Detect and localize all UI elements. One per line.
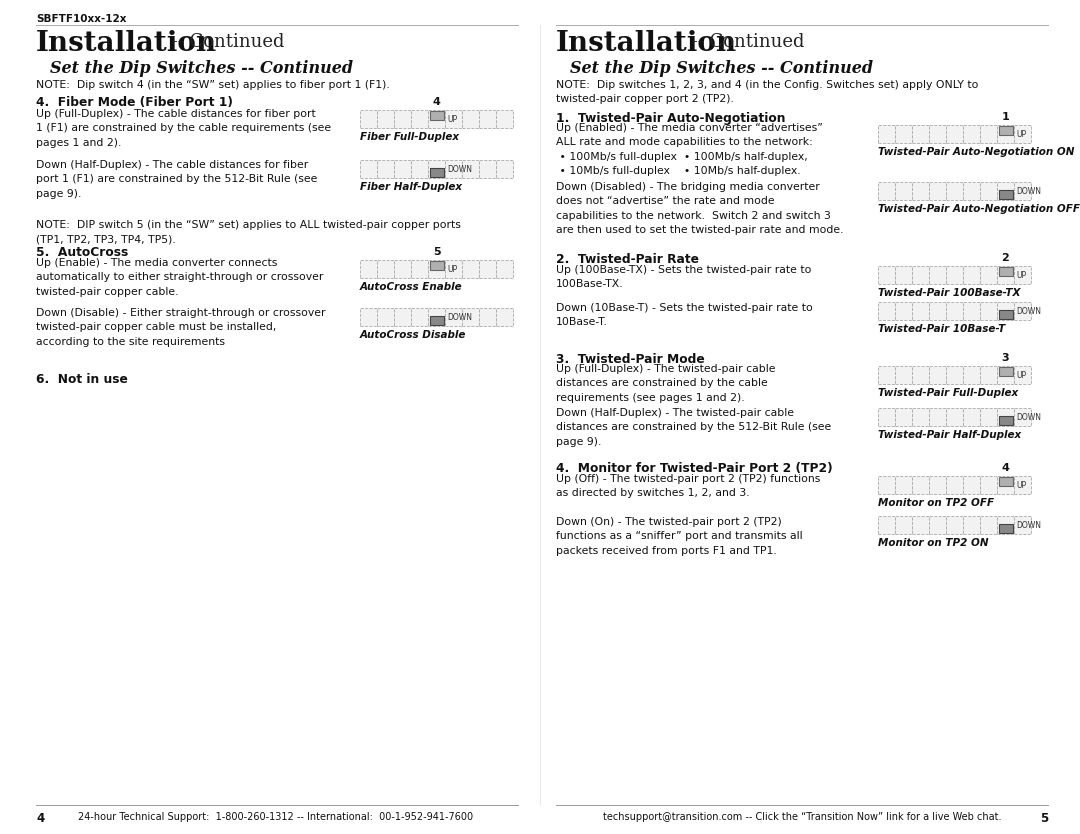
Bar	[999, 126, 1013, 135]
Bar	[878, 266, 895, 284]
Text: Twisted-Pair Half-Duplex: Twisted-Pair Half-Duplex	[878, 430, 1022, 440]
Bar	[929, 366, 946, 384]
Text: Set the Dip Switches -- Continued: Set the Dip Switches -- Continued	[50, 60, 353, 77]
Bar	[963, 516, 980, 534]
Text: 1: 1	[1001, 112, 1010, 122]
Bar	[946, 516, 963, 534]
Bar	[360, 110, 377, 128]
Text: 2.  Twisted-Pair Rate: 2. Twisted-Pair Rate	[556, 253, 699, 266]
Text: 3: 3	[1001, 353, 1010, 363]
Bar	[496, 260, 513, 278]
Bar	[462, 260, 480, 278]
Bar	[496, 160, 513, 178]
Bar	[462, 160, 480, 178]
Bar	[394, 308, 411, 326]
Bar	[895, 266, 912, 284]
Bar	[963, 476, 980, 494]
Text: Fiber Half-Duplex: Fiber Half-Duplex	[360, 182, 462, 192]
Bar	[377, 308, 394, 326]
Text: -- Continued: -- Continued	[166, 33, 284, 51]
Text: techsupport@transition.com -- Click the “Transition Now” link for a live Web cha: techsupport@transition.com -- Click the …	[603, 812, 1001, 822]
Text: Down (On) - The twisted-pair port 2 (TP2)
functions as a “sniffer” port and tran: Down (On) - The twisted-pair port 2 (TP2…	[556, 517, 802, 555]
Bar	[946, 408, 963, 426]
Bar	[929, 302, 946, 320]
Bar	[878, 516, 895, 534]
Bar	[1014, 476, 1031, 494]
Bar	[878, 125, 895, 143]
Bar	[430, 168, 444, 177]
Bar	[997, 125, 1014, 143]
Text: NOTE:  Dip switch 4 (in the “SW” set) applies to fiber port 1 (F1).: NOTE: Dip switch 4 (in the “SW” set) app…	[36, 80, 390, 90]
Bar	[999, 189, 1013, 199]
Text: Up (Full-Duplex) - The twisted-pair cable
distances are constrained by the cable: Up (Full-Duplex) - The twisted-pair cabl…	[556, 364, 775, 403]
Bar	[1014, 266, 1031, 284]
Bar	[496, 308, 513, 326]
Text: UP: UP	[447, 264, 457, 274]
Bar	[480, 110, 496, 128]
Text: AutoCross Disable: AutoCross Disable	[360, 330, 467, 340]
Text: 6.  Not in use: 6. Not in use	[36, 373, 127, 386]
Bar	[445, 308, 462, 326]
Bar	[445, 110, 462, 128]
Bar	[912, 366, 929, 384]
Text: Installation: Installation	[36, 30, 217, 57]
Bar	[912, 182, 929, 200]
Text: 5: 5	[433, 247, 441, 257]
Text: Down (Half-Duplex) - The twisted-pair cable
distances are constrained by the 512: Down (Half-Duplex) - The twisted-pair ca…	[556, 408, 832, 447]
Text: 5.  AutoCross: 5. AutoCross	[36, 246, 129, 259]
Bar	[1014, 366, 1031, 384]
Bar	[980, 266, 997, 284]
Bar	[1014, 125, 1031, 143]
Text: Twisted-Pair Full-Duplex: Twisted-Pair Full-Duplex	[878, 388, 1018, 398]
Bar	[878, 366, 895, 384]
Bar	[929, 125, 946, 143]
Text: SBFTF10xx-12x: SBFTF10xx-12x	[36, 14, 126, 24]
Bar	[878, 182, 895, 200]
Text: Down (Disable) - Either straight-through or crossover
twisted-pair copper cable : Down (Disable) - Either straight-through…	[36, 308, 325, 347]
Bar	[997, 182, 1014, 200]
Bar	[980, 302, 997, 320]
Text: 4.  Fiber Mode (Fiber Port 1): 4. Fiber Mode (Fiber Port 1)	[36, 96, 233, 109]
Bar	[377, 160, 394, 178]
Text: NOTE:  DIP switch 5 (in the “SW” set) applies to ALL twisted-pair copper ports
(: NOTE: DIP switch 5 (in the “SW” set) app…	[36, 220, 461, 244]
Text: Up (Enable) - The media converter connects
automatically to either straight-thro: Up (Enable) - The media converter connec…	[36, 258, 323, 297]
Text: 24-hour Technical Support:  1-800-260-1312 -- International:  00-1-952-941-7600: 24-hour Technical Support: 1-800-260-131…	[79, 812, 473, 822]
Bar	[946, 366, 963, 384]
Text: DOWN: DOWN	[1016, 307, 1041, 315]
Text: Set the Dip Switches -- Continued: Set the Dip Switches -- Continued	[570, 60, 873, 77]
Text: Fiber Full-Duplex: Fiber Full-Duplex	[360, 132, 459, 142]
Bar	[1014, 182, 1031, 200]
Bar	[912, 408, 929, 426]
Text: 4: 4	[36, 812, 44, 825]
Text: Up (100Base-TX) - Sets the twisted-pair rate to
100Base-TX.: Up (100Base-TX) - Sets the twisted-pair …	[556, 265, 811, 289]
Text: AutoCross Enable: AutoCross Enable	[360, 282, 462, 292]
Bar	[428, 110, 445, 128]
Bar	[946, 125, 963, 143]
Text: DOWN: DOWN	[1016, 520, 1041, 530]
Bar	[997, 366, 1014, 384]
Text: UP: UP	[1016, 129, 1026, 138]
Text: Down (Half-Duplex) - The cable distances for fiber
port 1 (F1) are constrained b: Down (Half-Duplex) - The cable distances…	[36, 160, 318, 198]
Bar	[895, 366, 912, 384]
Text: DOWN: DOWN	[1016, 413, 1041, 421]
Bar	[430, 261, 444, 270]
Bar	[1014, 302, 1031, 320]
Bar	[980, 476, 997, 494]
Bar	[895, 182, 912, 200]
Bar	[963, 125, 980, 143]
Bar	[946, 182, 963, 200]
Bar	[1014, 516, 1031, 534]
Bar	[445, 260, 462, 278]
Bar	[963, 182, 980, 200]
Text: 4: 4	[433, 97, 441, 107]
Bar	[430, 315, 444, 325]
Bar	[360, 160, 377, 178]
Text: Up (Full-Duplex) - The cable distances for fiber port
1 (F1) are constrained by : Up (Full-Duplex) - The cable distances f…	[36, 109, 332, 148]
Bar	[997, 408, 1014, 426]
Bar	[980, 516, 997, 534]
Bar	[878, 408, 895, 426]
Bar	[999, 367, 1013, 376]
Text: Up (Off) - The twisted-pair port 2 (TP2) functions
as directed by switches 1, 2,: Up (Off) - The twisted-pair port 2 (TP2)…	[556, 474, 821, 499]
Text: 4: 4	[1001, 463, 1010, 473]
Bar	[912, 125, 929, 143]
